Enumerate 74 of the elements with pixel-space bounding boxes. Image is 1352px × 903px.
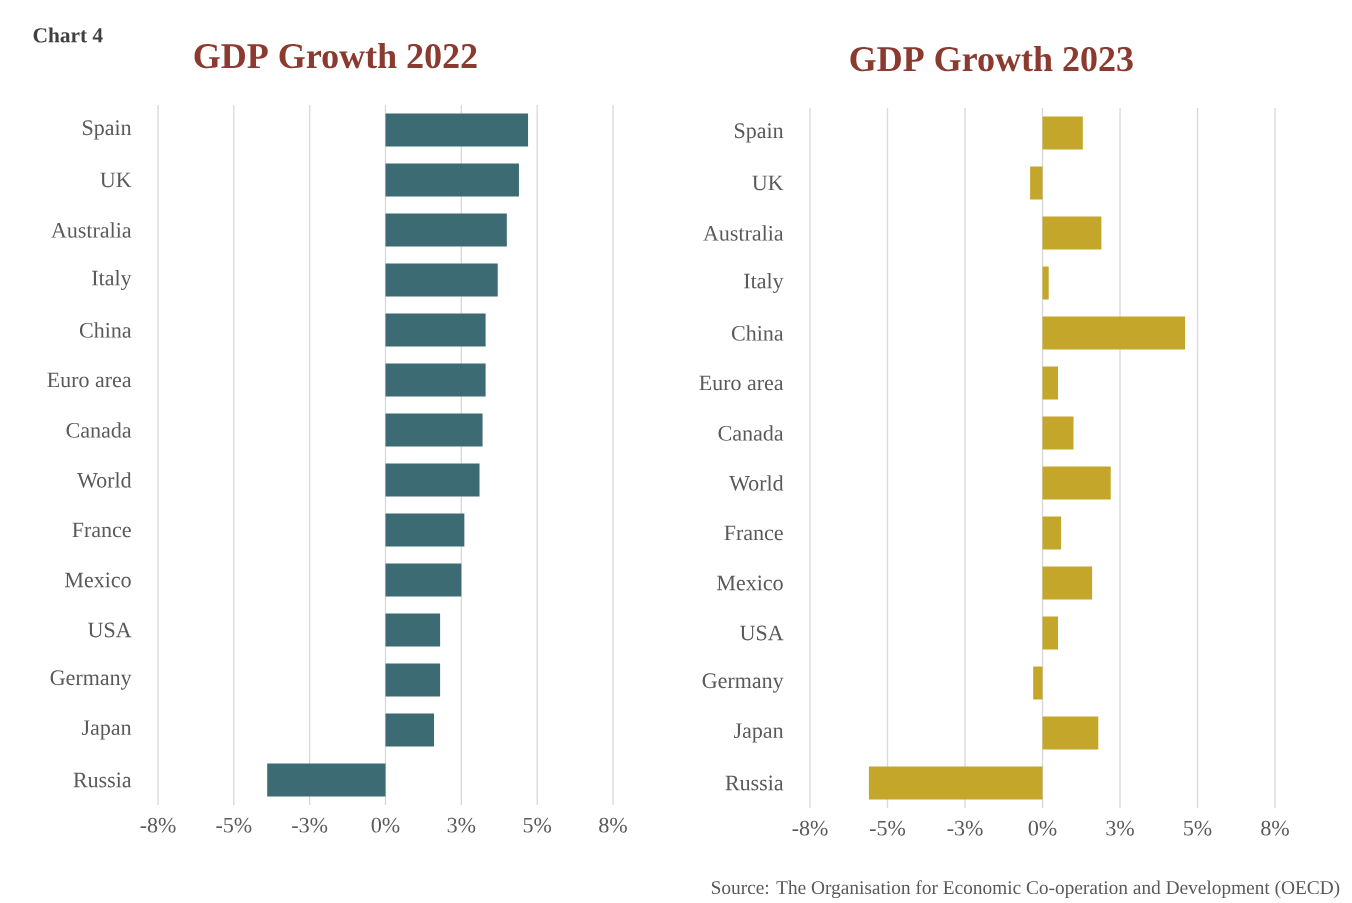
bar (1042, 116, 1083, 150)
y-tick-label: Germany (702, 673, 784, 693)
bar (385, 563, 462, 597)
y-tick-label: Australia (703, 225, 784, 241)
bar (385, 113, 529, 147)
bar (1030, 166, 1043, 200)
chart-title: GDP Growth 2022 (194, 42, 477, 69)
bar (1042, 316, 1186, 350)
x-tick-label: -8% (140, 817, 176, 833)
y-tick-label: France (72, 522, 131, 538)
bar (868, 766, 1043, 800)
y-tick-label: China (731, 325, 784, 341)
y-tick-label: China (79, 322, 132, 338)
y-tick-label: Italy (92, 269, 132, 291)
x-tick-label: 3% (1106, 820, 1134, 836)
y-tick-label: Canada (66, 422, 132, 438)
bar (1042, 616, 1059, 650)
y-tick-label: World (77, 472, 132, 488)
y-tick-label: Germany (50, 670, 132, 690)
bar (1042, 516, 1062, 550)
caption: Chart 4 (33, 27, 103, 43)
x-tick-label: -3% (292, 817, 328, 833)
x-tick-label: -3% (947, 820, 983, 836)
y-tick-label: Russia (725, 775, 784, 791)
bar (385, 263, 498, 297)
x-tick-label: 8% (599, 817, 627, 833)
bar (1042, 466, 1111, 500)
y-tick-label: Russia (73, 772, 132, 788)
bar (385, 163, 519, 197)
bar (385, 313, 486, 347)
y-tick-label: Euro area (699, 375, 784, 391)
x-tick-label: 5% (1184, 820, 1212, 836)
x-tick-label: -5% (216, 817, 252, 833)
y-tick-label: Canada (718, 425, 784, 441)
x-tick-label: 3% (447, 817, 476, 833)
x-tick-label: 8% (1261, 820, 1289, 836)
y-tick-label: UK (752, 175, 784, 191)
x-tick-label: -8% (792, 820, 828, 836)
source-note: Source: The Organisation for Economic Co-operation and Development (OECD) (711, 880, 1340, 899)
x-tick-label: 5% (523, 817, 552, 833)
x-tick-label: 0% (371, 817, 400, 833)
bar (1042, 416, 1074, 450)
y-tick-label: World (729, 475, 784, 491)
y-tick-label: Italy (744, 272, 784, 294)
bar (267, 763, 386, 797)
y-tick-label: Spain (734, 123, 784, 143)
bar (385, 413, 483, 447)
y-tick-label: Euro area (47, 372, 132, 388)
y-tick-label: Australia (51, 222, 132, 238)
x-tick-label: 0% (1028, 820, 1057, 836)
y-tick-label: UK (100, 172, 132, 188)
bar (1042, 566, 1093, 600)
bar (385, 463, 480, 497)
y-tick-label: Japan (733, 723, 784, 743)
y-tick-label: Japan (81, 720, 132, 740)
y-tick-label: France (724, 525, 783, 541)
bar (385, 213, 507, 247)
bar (385, 663, 441, 697)
bar (1033, 666, 1043, 700)
bar (385, 363, 486, 397)
bar (385, 613, 441, 647)
bar (1042, 216, 1102, 250)
chart-title: GDP Growth 2023 (850, 45, 1133, 72)
bar (1042, 266, 1049, 300)
bar (1042, 366, 1059, 400)
y-tick-label: USA (88, 622, 132, 638)
bar (385, 713, 435, 747)
y-tick-label: Mexico (717, 575, 783, 591)
y-tick-label: Spain (82, 120, 132, 140)
bar (385, 513, 465, 547)
y-tick-label: Mexico (65, 572, 131, 588)
x-tick-label: -5% (870, 820, 906, 836)
y-tick-label: USA (740, 625, 784, 641)
bar (1042, 716, 1099, 750)
